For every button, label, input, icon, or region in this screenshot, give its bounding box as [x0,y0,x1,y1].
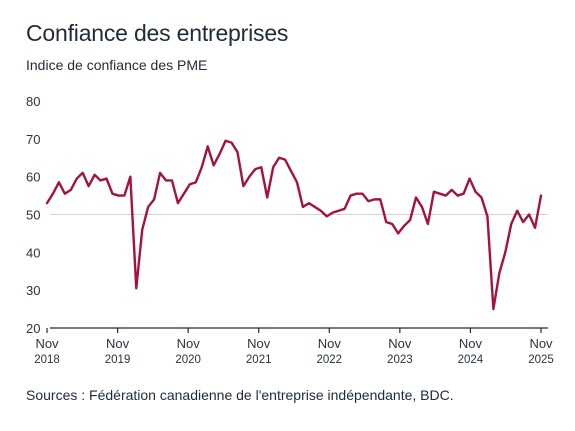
y-tick-label: 30 [26,283,40,298]
y-tick-label: 40 [26,245,40,260]
x-tick-month: Nov [106,336,130,351]
x-tick-year: 2018 [34,354,60,366]
x-tick-year: 2020 [175,354,201,366]
x-tick-year: 2023 [387,354,413,366]
y-tick-label: 50 [26,208,40,223]
y-tick-label: 20 [26,321,40,336]
x-tick-year: 2025 [528,354,554,366]
x-axis: Nov 2018 Nov 2019 Nov 2020 Nov 2021 Nov 2022 Nov 20… [34,328,554,366]
x-tick-month: Nov [529,336,553,351]
x-tick-month: Nov [459,336,483,351]
x-tick-year: 2024 [458,354,484,366]
y-tick-label: 80 [26,94,40,109]
source-note: Sources : Fédération canadienne de l'ent… [26,387,454,403]
y-tick-label: 60 [26,170,40,185]
y-tick-label: 70 [26,132,40,147]
x-tick-year: 2019 [105,354,131,366]
x-tick-year: 2021 [246,354,272,366]
x-tick-month: Nov [247,336,271,351]
x-tick-month: Nov [177,336,201,351]
x-tick-month: Nov [35,336,59,351]
x-tick-year: 2022 [316,354,342,366]
x-tick-month: Nov [388,336,412,351]
x-tick-month: Nov [318,336,342,351]
chart-title: Confiance des entreprises [26,20,289,46]
y-axis: 20 30 40 50 60 70 80 [26,94,40,336]
series-line [45,139,543,311]
chart-subtitle: Indice de confiance des PME [26,57,208,73]
